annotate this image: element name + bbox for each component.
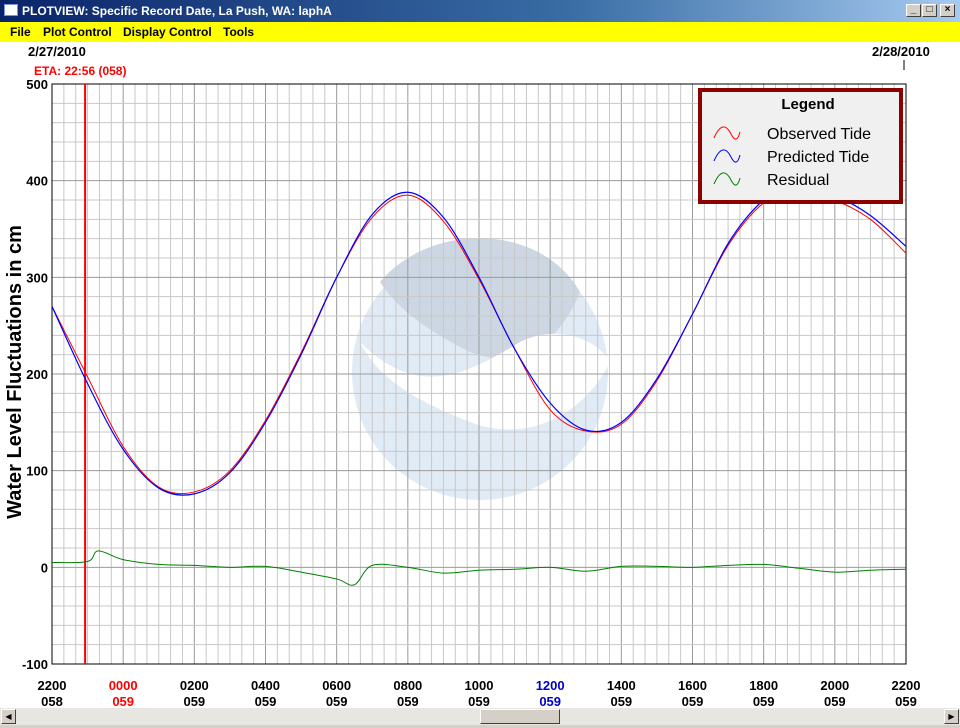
- x-tick-day: 059: [255, 694, 277, 708]
- x-tick-day: 059: [824, 694, 846, 708]
- x-tick-time: 1600: [678, 678, 707, 693]
- menu-tools[interactable]: Tools: [223, 25, 255, 39]
- x-tick-day: 059: [397, 694, 419, 708]
- legend-swatch-observed-tide: [713, 126, 741, 140]
- legend-swatch-residual: [713, 172, 741, 186]
- scroll-right-icon[interactable]: ▶: [944, 709, 959, 724]
- legend-title: Legend: [781, 96, 834, 113]
- tide-chart: 2/27/2010 2/28/2010 ETA: 22:56 (058) 500…: [4, 44, 930, 709]
- x-tick-day: 059: [895, 694, 917, 708]
- x-tick-time: 1800: [749, 678, 778, 693]
- window-title: PLOTVIEW: Specific Record Date, La Push,…: [22, 4, 332, 18]
- noaa-watermark-logo: [352, 238, 610, 500]
- x-tick-time: 2200: [892, 678, 921, 693]
- y-tick-label: 500: [26, 77, 48, 92]
- x-tick-day: 059: [326, 694, 348, 708]
- legend-label: Observed Tide: [767, 126, 871, 143]
- legend-label: Predicted Tide: [767, 149, 869, 166]
- series-residual: [51, 550, 907, 586]
- legend-swatch-predicted-tide: [713, 149, 741, 163]
- x-tick-day: 059: [753, 694, 775, 708]
- date-right-label: 2/28/2010: [872, 44, 930, 59]
- scroll-thumb[interactable]: [480, 709, 560, 724]
- x-tick-time: 1400: [607, 678, 636, 693]
- y-axis-label: Water Level Fluctuations in cm: [4, 225, 26, 519]
- series-observed-tide: [51, 187, 907, 495]
- x-tick-time: 1200: [536, 678, 565, 693]
- x-tick-time: 0600: [322, 678, 351, 693]
- x-tick-time: 0400: [251, 678, 280, 693]
- y-tick-label: 200: [26, 367, 48, 382]
- x-tick-time: 2000: [820, 678, 849, 693]
- x-tick-day: 059: [539, 694, 561, 708]
- x-tick-time: 0800: [393, 678, 422, 693]
- x-tick-day: 059: [610, 694, 632, 708]
- scroll-left-icon[interactable]: ◀: [1, 709, 16, 724]
- legend: Legend Observed Tide Predicted Tide Residu…: [698, 88, 903, 204]
- horizontal-scrollbar[interactable]: ◀ ▶: [0, 708, 960, 725]
- x-tick-day: 059: [682, 694, 704, 708]
- x-tick-time: 2200: [38, 678, 67, 693]
- minimize-button[interactable]: _: [906, 4, 921, 17]
- series-lines: [51, 181, 907, 586]
- date-left-label: 2/27/2010: [28, 44, 86, 59]
- y-tick-label: 100: [26, 464, 48, 479]
- x-tick-day: 059: [468, 694, 490, 708]
- app-icon: [4, 4, 18, 16]
- x-tick-day: 058: [41, 694, 63, 708]
- y-tick-labels: 500 400 300 200 100 0 -100: [22, 77, 48, 672]
- menu-file[interactable]: File: [10, 25, 31, 39]
- x-tick-time: 1000: [465, 678, 494, 693]
- y-tick-label: 300: [26, 270, 48, 285]
- menu-display-control[interactable]: Display Control: [123, 25, 212, 39]
- title-bar: PLOTVIEW: Specific Record Date, La Push,…: [0, 0, 960, 22]
- close-button[interactable]: ×: [940, 4, 955, 17]
- y-tick-label: 400: [26, 174, 48, 189]
- x-tick-time: 0000: [109, 678, 138, 693]
- x-tick-labels: 2200058000005902000590400059060005908000…: [38, 678, 921, 709]
- eta-label: ETA: 22:56 (058): [34, 64, 126, 78]
- menu-plot-control[interactable]: Plot Control: [43, 25, 112, 39]
- series-predicted-tide: [51, 181, 907, 496]
- x-tick-time: 0200: [180, 678, 209, 693]
- y-tick-label: 0: [41, 560, 48, 575]
- plot-frame: [51, 83, 907, 665]
- x-tick-day: 059: [112, 694, 134, 708]
- y-tick-label: -100: [22, 657, 48, 672]
- menu-bar: File Plot Control Display Control Tools: [0, 22, 960, 42]
- plot-area: 2/27/2010 2/28/2010 ETA: 22:56 (058) 500…: [0, 42, 960, 709]
- x-tick-day: 059: [183, 694, 205, 708]
- restore-button[interactable]: □: [922, 4, 937, 17]
- legend-label: Residual: [767, 172, 829, 189]
